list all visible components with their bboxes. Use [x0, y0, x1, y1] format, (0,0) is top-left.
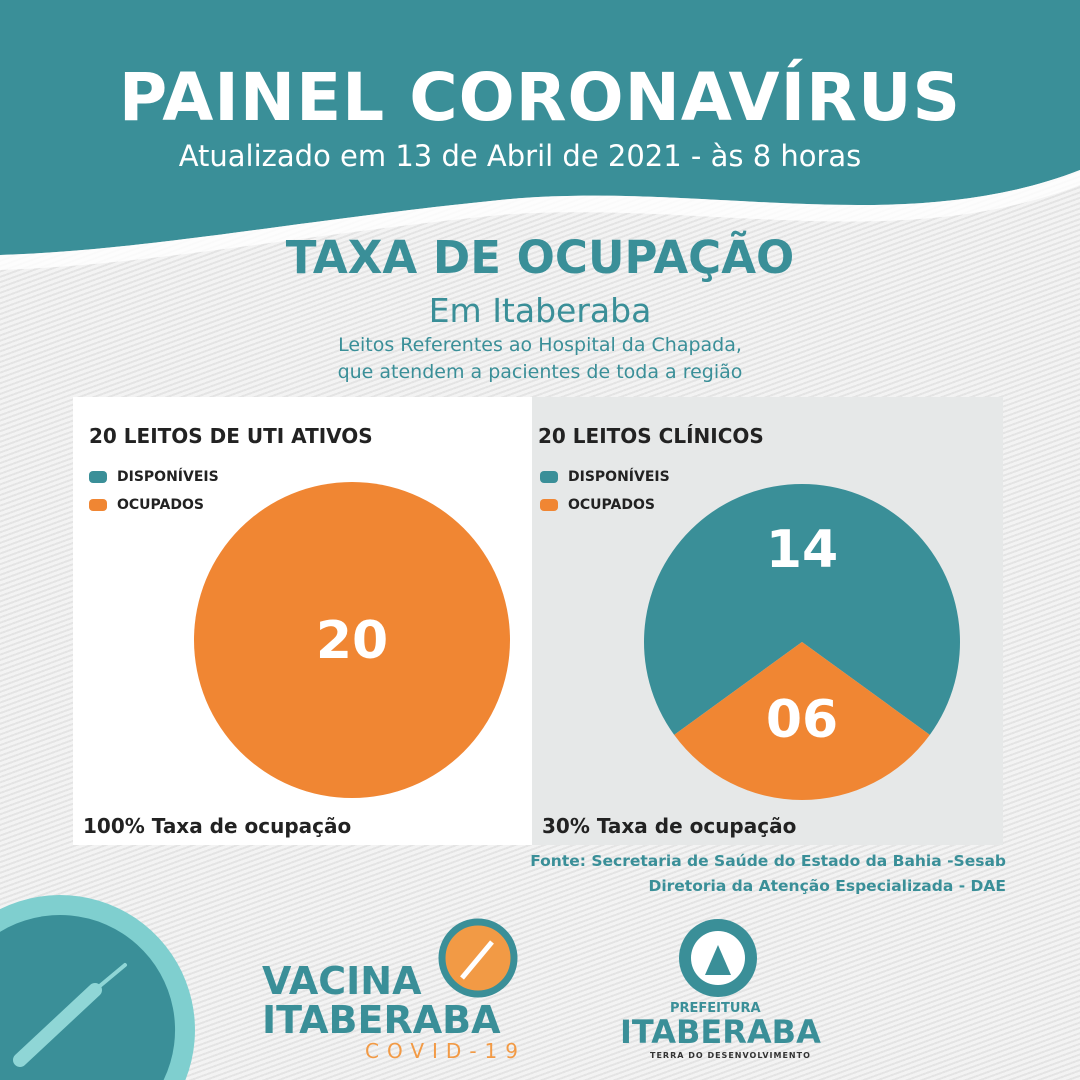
- header-wave: [0, 0, 1080, 255]
- pie-label-ocupados: 20: [316, 611, 388, 671]
- legend-label: DISPONÍVEIS: [568, 469, 670, 485]
- logo-itaberaba: ITABERABA: [262, 998, 501, 1042]
- section-subtitle: Em Itaberaba: [428, 291, 652, 330]
- logo-covid: COVID-19: [365, 1039, 527, 1063]
- section-title: TAXA DE OCUPAÇÃO: [285, 231, 795, 284]
- occupancy-rate: 100% Taxa de ocupação: [83, 814, 352, 838]
- chart-title: 20 LEITOS DE UTI ATIVOS: [89, 424, 373, 448]
- legend-label: OCUPADOS: [117, 497, 204, 513]
- chart-title: 20 LEITOS CLÍNICOS: [538, 424, 764, 448]
- section-note-2: que atendem a pacientes de toda a região: [337, 361, 743, 383]
- legend-swatch: [89, 499, 107, 512]
- legend-item-ocupados: OCUPADOS: [89, 497, 204, 513]
- vaccine-logo-icon: [438, 918, 518, 998]
- legend-item-disponiveis: DISPONÍVEIS: [89, 469, 219, 485]
- legend-swatch: [540, 471, 558, 484]
- logo-itaberaba-city: ITABERABA: [620, 1013, 821, 1051]
- section-note-1: Leitos Referentes ao Hospital da Chapada…: [338, 334, 742, 356]
- clinical-panel: 20 LEITOS CLÍNICOS DISPONÍVEIS OCUPADOS …: [532, 397, 1003, 845]
- update-timestamp: Atualizado em 13 de Abril de 2021 - às 8…: [178, 139, 862, 173]
- page-title: PAINEL CORONAVÍRUS: [118, 59, 962, 136]
- source-line-2: Diretoria da Atenção Especializada - DAE: [648, 877, 1006, 895]
- legend-swatch: [540, 499, 558, 512]
- pie-label-disponiveis: 14: [766, 520, 838, 580]
- syringe-icon: [13, 963, 127, 1067]
- logo-vacina: VACINA: [262, 959, 422, 1003]
- legend-label: OCUPADOS: [568, 497, 655, 513]
- occupancy-rate: 30% Taxa de ocupação: [542, 814, 797, 838]
- header-wave-highlight: [0, 170, 1080, 270]
- pie-slice-ocupados: [674, 642, 930, 800]
- uti-panel: 20 LEITOS DE UTI ATIVOS DISPONÍVEIS OCUP…: [73, 397, 532, 845]
- pie-slice-disponiveis: [644, 484, 960, 735]
- source-line-1: Fonte: Secretaria de Saúde do Estado da …: [530, 852, 1006, 870]
- pie-chart-clinicos: 14 06: [644, 484, 960, 800]
- legend-item-ocupados: OCUPADOS: [540, 497, 655, 513]
- pie-slice-ocupados: [194, 482, 510, 798]
- pie-chart-uti: 20: [194, 482, 510, 798]
- logo-tagline: TERRA DO DESENVOLVIMENTO: [650, 1051, 811, 1060]
- legend-label: DISPONÍVEIS: [117, 469, 219, 485]
- city-seal-icon: [679, 919, 757, 997]
- pie-label-ocupados: 06: [766, 690, 838, 750]
- logo-prefeitura: PREFEITURA: [670, 1001, 761, 1016]
- legend-item-disponiveis: DISPONÍVEIS: [540, 469, 670, 485]
- legend-swatch: [89, 471, 107, 484]
